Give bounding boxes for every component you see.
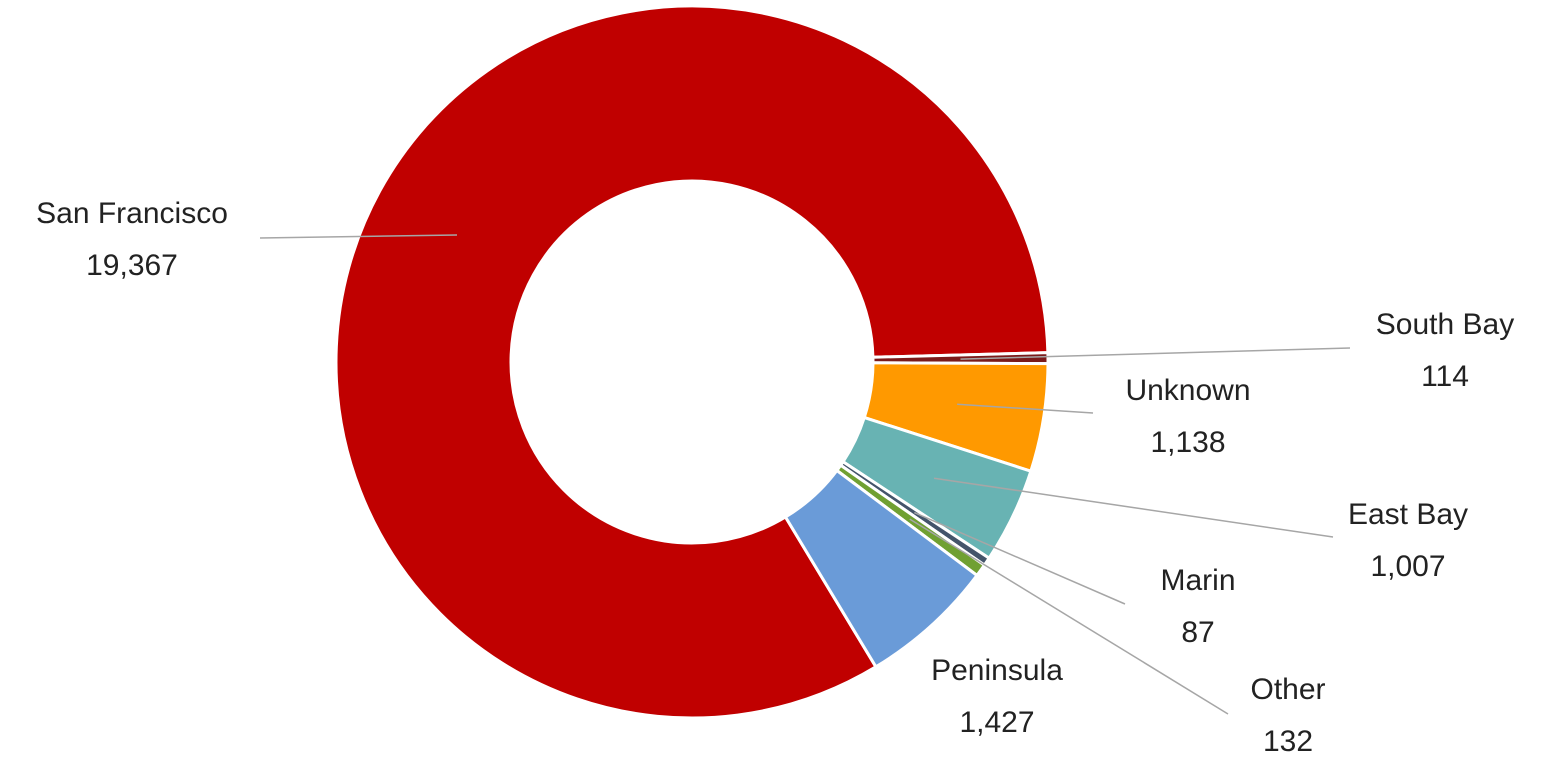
donut-slice [783, 468, 980, 669]
slice-label-value: 19,367 [86, 249, 178, 282]
slice-label-name: Unknown [1125, 374, 1250, 407]
slice-label-value: 87 [1181, 616, 1214, 649]
leader-line [960, 347, 1351, 360]
slice-label-name: Marin [1160, 564, 1235, 597]
slice-label-name: Peninsula [931, 654, 1063, 687]
slice-label-name: Other [1250, 673, 1325, 706]
leader-line [909, 518, 1229, 715]
slice-label-value: 1,138 [1150, 426, 1225, 459]
slice-label-name: San Francisco [36, 197, 228, 230]
leader-line [914, 511, 1126, 605]
slice-label-value: 114 [1421, 360, 1469, 393]
donut-slice [334, 4, 1050, 720]
leader-line [933, 477, 1334, 538]
leader-line [957, 403, 1094, 414]
slice-label-value: 132 [1263, 725, 1313, 758]
slice-label-name: East Bay [1348, 498, 1468, 531]
slice-label-value: 1,427 [959, 706, 1034, 739]
slice-label-value: 1,007 [1370, 550, 1445, 583]
leader-line [259, 234, 458, 239]
slice-label-name: South Bay [1376, 308, 1514, 341]
